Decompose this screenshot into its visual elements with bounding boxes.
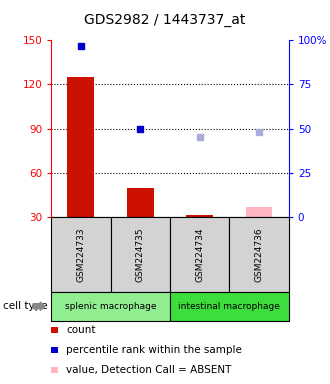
- Text: value, Detection Call = ABSENT: value, Detection Call = ABSENT: [66, 365, 231, 375]
- Text: splenic macrophage: splenic macrophage: [65, 302, 156, 311]
- Text: count: count: [66, 325, 95, 335]
- Bar: [67, 77, 94, 217]
- Text: GSM224734: GSM224734: [195, 227, 204, 281]
- Text: GSM224735: GSM224735: [136, 227, 145, 282]
- Text: GSM224736: GSM224736: [254, 227, 264, 282]
- Text: cell type: cell type: [3, 301, 48, 311]
- Text: GDS2982 / 1443737_at: GDS2982 / 1443737_at: [84, 13, 246, 27]
- Text: GSM224733: GSM224733: [76, 227, 85, 282]
- Bar: [186, 215, 213, 217]
- Bar: [246, 207, 272, 217]
- Bar: [127, 187, 154, 217]
- Text: intestinal macrophage: intestinal macrophage: [179, 302, 280, 311]
- Text: percentile rank within the sample: percentile rank within the sample: [66, 345, 242, 355]
